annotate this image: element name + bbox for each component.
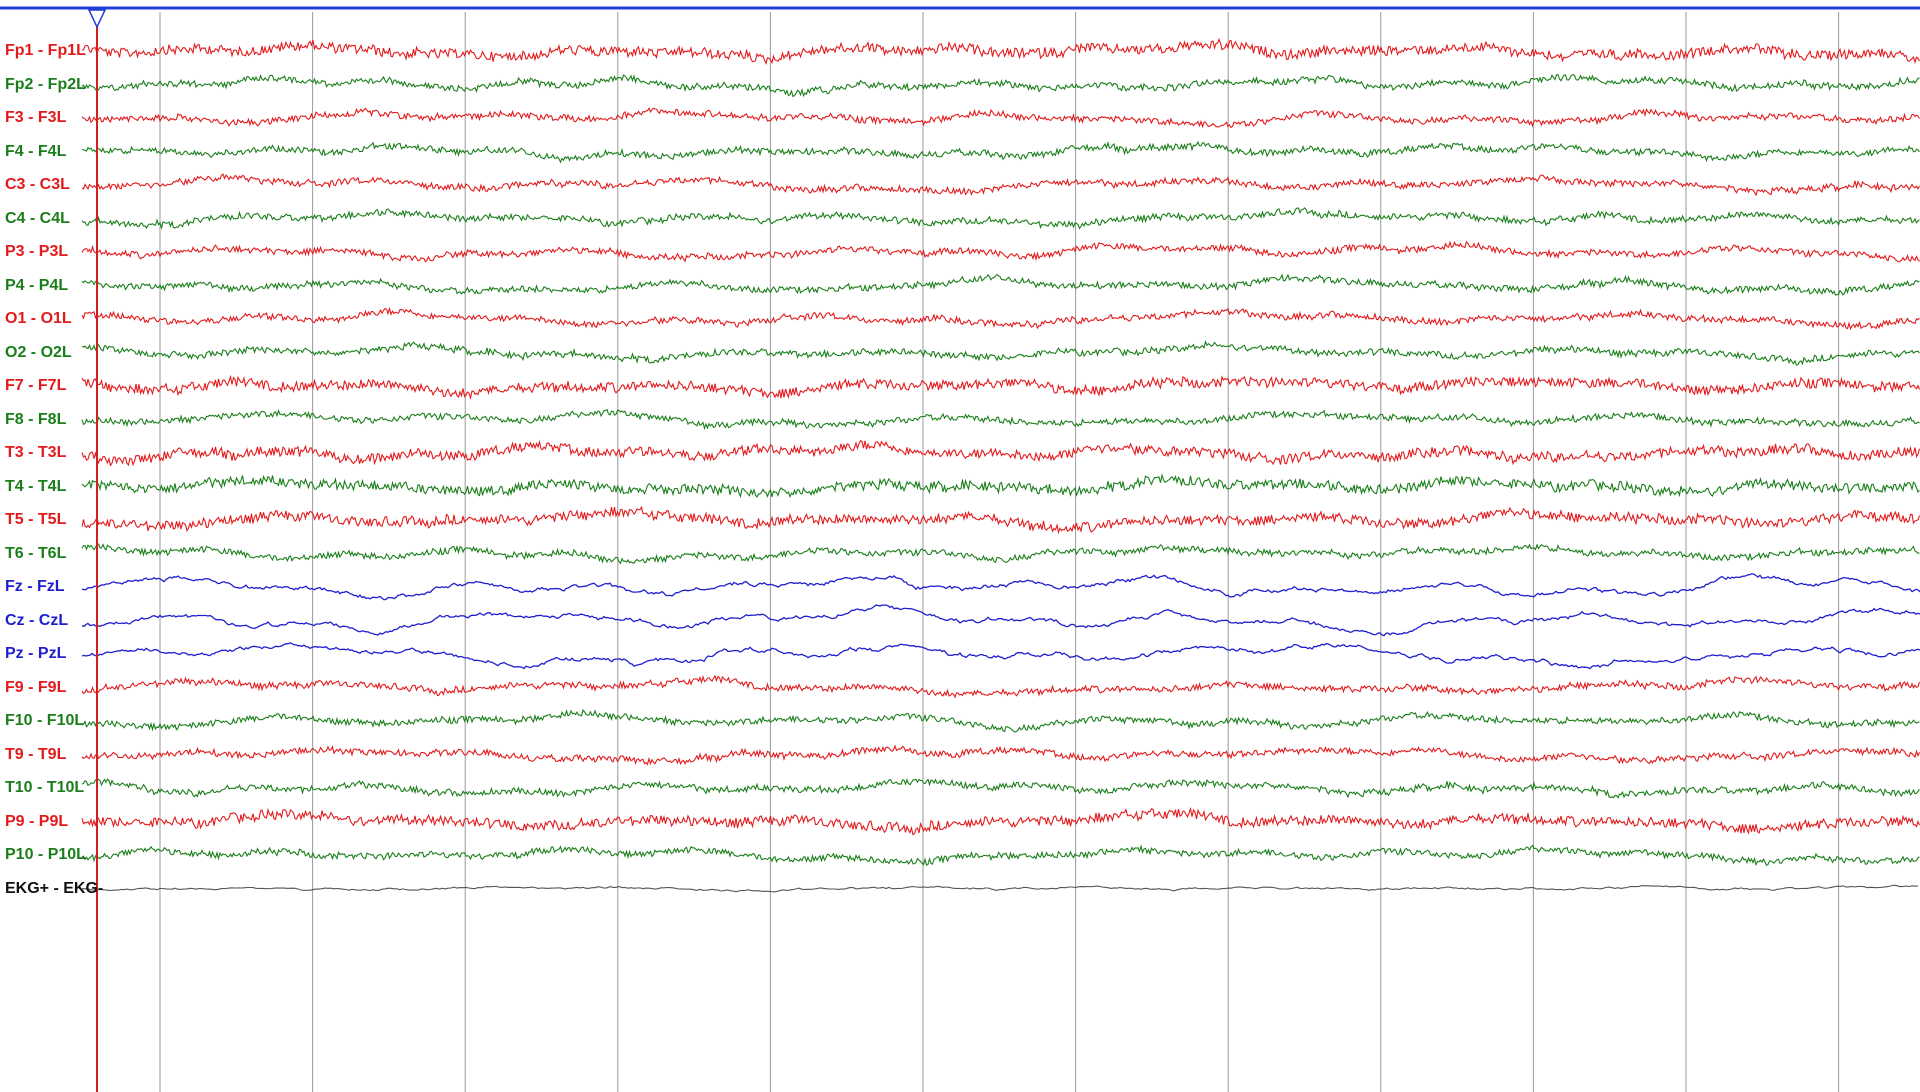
eeg-trace [81, 505, 1920, 535]
eeg-trace [81, 604, 1920, 637]
channel-label: F10 - F10L [5, 712, 85, 729]
channel-label: T3 - T3L [5, 444, 67, 461]
channel-label: O1 - O1L [5, 310, 72, 327]
channel-label: F8 - F8L [5, 410, 67, 428]
eeg-trace [81, 374, 1920, 401]
channel-label: F7 - F7L [5, 377, 67, 394]
channel-label: T10 - T10L [5, 779, 85, 796]
channel-label: Fp2 - Fp2L [5, 75, 86, 93]
channel-label: T4 - T4L [5, 477, 67, 495]
channel-label: P10 - P10L [5, 846, 86, 863]
eeg-trace [81, 573, 1920, 601]
eeg-trace [81, 408, 1920, 431]
eeg-trace [81, 107, 1920, 129]
eeg-trace [81, 708, 1920, 733]
eeg-trace [81, 674, 1920, 699]
channel-label: P3 - P3L [5, 243, 69, 260]
eeg-trace [81, 439, 1920, 467]
channel-label: T9 - T9L [5, 745, 67, 763]
eeg-trace [81, 339, 1920, 366]
eeg-traces [81, 38, 1920, 893]
eeg-trace [81, 778, 1920, 799]
eeg-trace [81, 240, 1920, 263]
eeg-trace [81, 207, 1920, 230]
channel-label: EKG+ - EKG- [5, 879, 104, 897]
eeg-trace [81, 642, 1920, 670]
eeg-trace [81, 273, 1920, 296]
eeg-trace [81, 173, 1920, 197]
eeg-trace [81, 473, 1920, 499]
channel-label: T5 - T5L [5, 511, 67, 528]
channel-label: F4 - F4L [5, 142, 67, 160]
eeg-trace [81, 140, 1920, 164]
eeg-trace [81, 884, 1919, 893]
channel-label: O2 - O2L [5, 343, 72, 361]
channel-label: F3 - F3L [5, 109, 67, 126]
channel-label: F9 - F9L [5, 678, 67, 696]
eeg-trace [81, 543, 1920, 565]
eeg-trace [81, 844, 1920, 867]
channel-label: P4 - P4L [5, 276, 69, 294]
channel-label: P9 - P9L [5, 812, 69, 830]
cursor-marker-icon[interactable] [87, 9, 107, 29]
channel-label: T6 - T6L [5, 544, 67, 562]
eeg-trace [81, 806, 1920, 836]
channel-label: Cz - CzL [5, 611, 69, 629]
channel-label: Fp1 - Fp1L [5, 42, 86, 59]
channel-label: Pz - PzL [5, 645, 67, 662]
eeg-trace [81, 306, 1920, 331]
channel-label: C3 - C3L [5, 176, 70, 193]
channel-label: Fz - FzL [5, 578, 65, 595]
eeg-trace [81, 73, 1920, 98]
eeg-trace [82, 38, 1920, 65]
eeg-trace [81, 744, 1920, 766]
channel-label: C4 - C4L [5, 209, 70, 227]
time-grid [159, 12, 1840, 1092]
